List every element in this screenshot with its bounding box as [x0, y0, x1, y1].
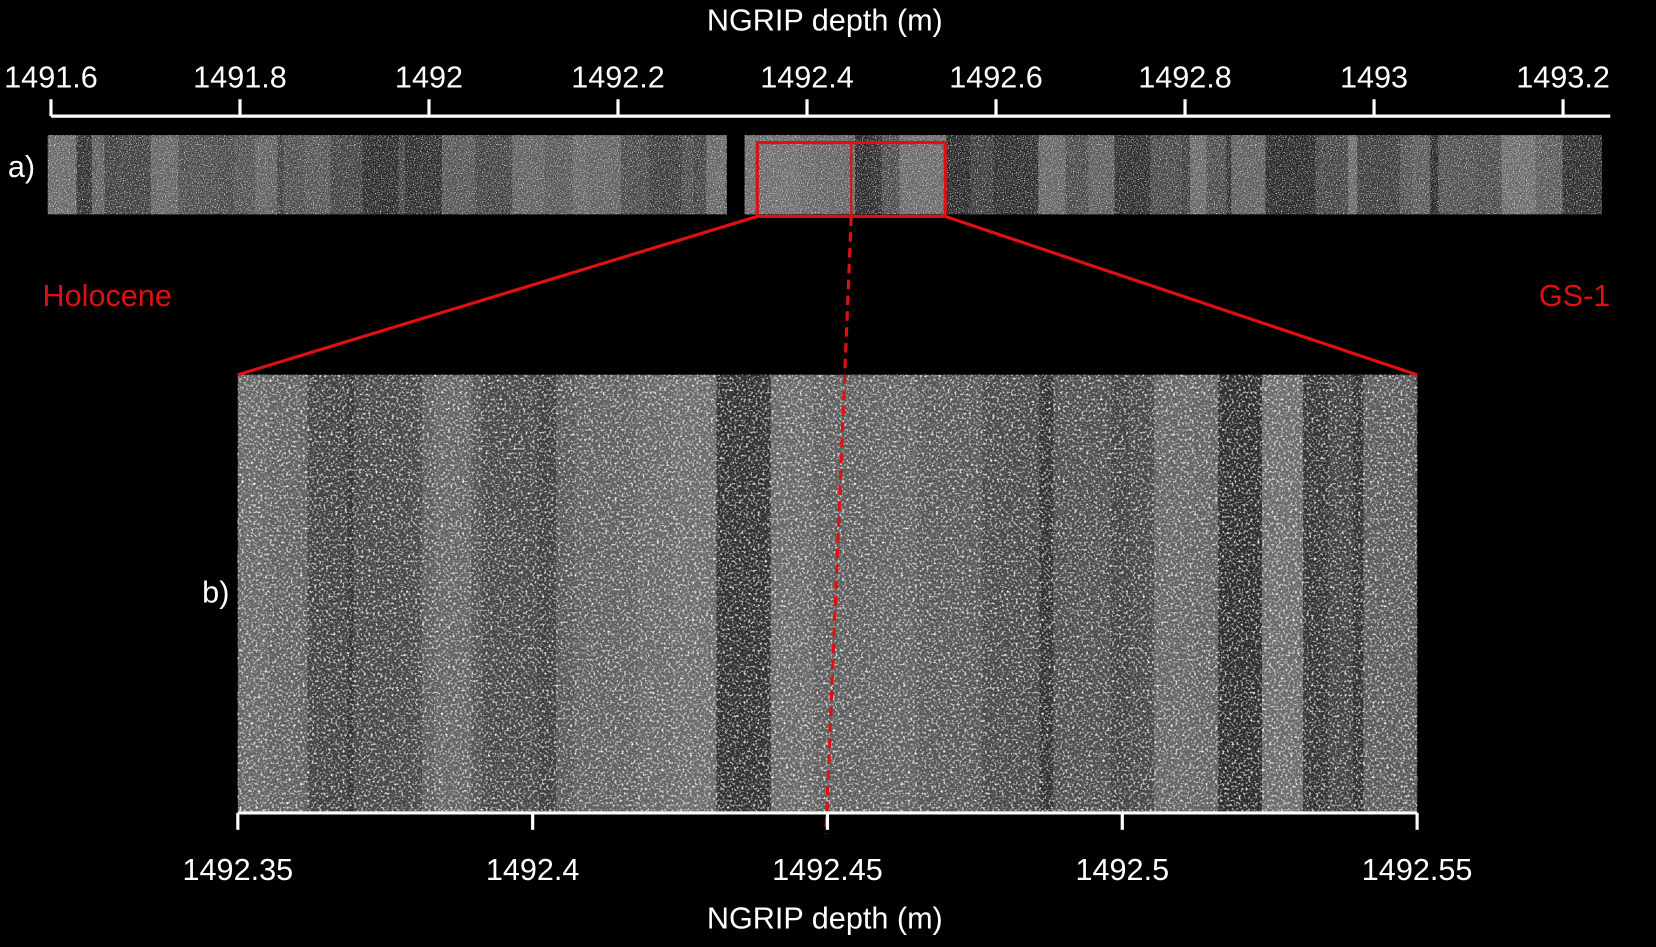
core-speckle [47, 135, 727, 215]
period-label: Holocene [43, 279, 172, 313]
axis-title: NGRIP depth (m) [707, 3, 943, 37]
x-tick-label: 1492.6 [949, 60, 1043, 94]
x-tick-label: 1493 [1340, 60, 1408, 94]
x-tick-label: 1492.4 [486, 853, 580, 887]
x-tick-label: 1493.2 [1516, 60, 1610, 94]
core-image [237, 374, 1418, 813]
x-tick-label: 1492.55 [1362, 853, 1473, 887]
x-tick-label: 1492.45 [772, 853, 883, 887]
core-speckle [237, 374, 1418, 813]
x-tick-label: 1492.4 [760, 60, 854, 94]
core-speckle [744, 135, 1602, 215]
x-tick-label: 1492.35 [183, 853, 294, 887]
x-tick-label: 1492.2 [571, 60, 665, 94]
zoom-line [944, 214, 1418, 377]
x-tick-label: 1491.8 [193, 60, 287, 94]
core-image [47, 135, 727, 215]
x-tick-label: 1492.5 [1075, 853, 1169, 887]
zoom-lines [237, 140, 1418, 835]
x-tick-label: 1492.8 [1138, 60, 1232, 94]
core-image [744, 135, 1602, 215]
boundary-line [824, 216, 853, 835]
axis-title: NGRIP depth (m) [707, 902, 943, 936]
period-label: GS-1 [1539, 279, 1610, 313]
x-tick-label: 1492 [395, 60, 463, 94]
panel-label: a) [8, 150, 35, 184]
panel-label: b) [202, 575, 229, 609]
x-tick-label: 1491.6 [4, 60, 98, 94]
core-images [47, 135, 1602, 813]
zoom-line [237, 214, 758, 377]
